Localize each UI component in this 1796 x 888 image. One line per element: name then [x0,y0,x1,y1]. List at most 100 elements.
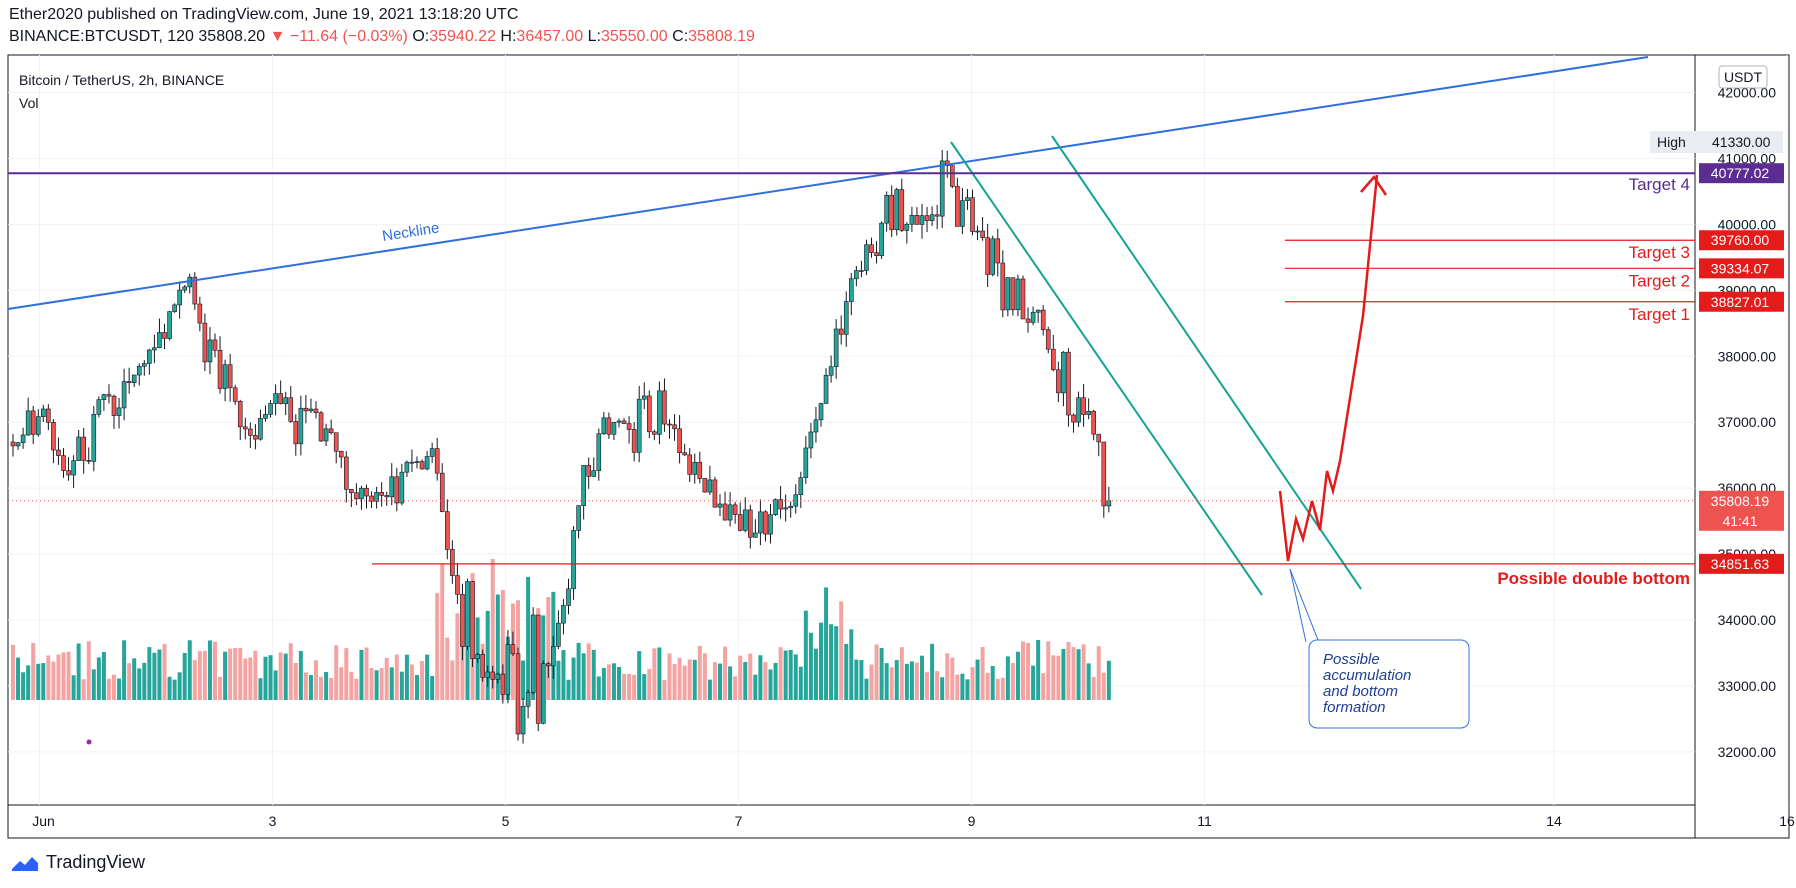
candle-body [162,332,167,339]
current-price-text: 35808.19 [1711,493,1770,509]
callout-box[interactable] [1308,639,1470,729]
volume-bar [213,641,217,700]
volume-bar [611,663,616,700]
candle-body [424,456,430,470]
volume-bar [773,662,778,700]
volume-bar [11,644,15,700]
volume-bar [354,678,359,700]
candles[interactable] [10,149,1112,744]
candle-body [248,428,253,436]
currency-box[interactable] [1718,65,1768,89]
volume-bar [101,651,106,700]
target4-price-text: 40777.02 [1711,165,1770,181]
volume-bar [945,653,950,700]
volume-bar [288,643,293,700]
volume-bar [132,658,137,700]
neckline-line[interactable] [7,56,1649,310]
candle-body [91,414,97,462]
volume-bar [1106,660,1111,700]
volume-bar [263,656,268,700]
projection-path[interactable] [1278,174,1379,562]
candle-body [243,426,248,430]
price-tick-label: 40000.00 [1718,216,1777,232]
volume-bar [16,657,21,700]
volume-bar [844,643,849,700]
volume-bar [91,669,96,700]
volume-bar [657,647,662,700]
volume-bar [1101,672,1106,700]
volume-bar [172,679,177,700]
channel-lower-line[interactable] [950,141,1263,596]
volume-bar [253,650,258,700]
volume-bar [319,676,324,700]
candle-body [429,448,435,457]
candle-body [40,408,46,417]
candle-body [338,450,344,458]
candle-body [268,403,273,415]
volume-bar [849,629,854,700]
volume-bar [647,668,652,700]
candle-body [813,419,819,433]
target4-price-label [1699,163,1784,184]
volume-bar [404,654,409,700]
candle-body [263,414,268,419]
volume-bar [1061,648,1066,700]
candle-body [71,460,76,476]
candle-body [76,436,81,461]
volume-bar [500,589,505,700]
candle-body [399,471,405,504]
volume-bar [490,559,495,700]
candle-body [318,412,324,442]
volume-bar [889,667,894,700]
volume-bar [298,650,303,700]
candle-body [601,417,607,435]
candle-body [879,222,884,256]
volume-bar [61,652,66,700]
volume-bar [935,671,940,700]
candle-body [434,448,440,474]
volume-bar [753,674,758,700]
candle-body [798,477,804,496]
candle-body [56,449,61,456]
candle-body [621,420,627,424]
drawings[interactable]: Neckline Target 4 Target 3 Target 2 Targ… [7,56,1695,729]
volume-bar [920,655,924,700]
time-axis[interactable]: Jun357911141618212325 [32,813,1796,829]
candle-body [985,237,990,275]
volume-bar [1041,673,1046,700]
candle-body [571,530,576,590]
candle-body [298,407,304,445]
volume-bar [692,659,697,700]
volume-bar [21,672,26,700]
price-axis[interactable]: 42000.0041000.0040000.0039000.0038000.00… [1718,85,1777,760]
candle-body [1025,318,1031,323]
volume-bar [970,667,975,700]
double-bottom-price-text: 34851.63 [1711,556,1770,572]
volume-bar [228,648,233,700]
volume-bar [202,650,207,700]
volume-bar [233,648,238,700]
volume-bar [430,676,435,700]
volume-bar [561,650,566,700]
candle-body [965,197,970,201]
candle-body [616,420,622,423]
candle-body [990,238,996,275]
volume-bar [793,654,798,700]
candle-body [293,421,299,445]
volume-bar [1091,676,1096,700]
volume-bar [718,663,722,700]
time-tick-label: 3 [269,813,277,829]
volume-bar [601,667,606,700]
tradingview-logo[interactable]: TradingView [10,852,145,873]
volume-bar [1046,641,1051,700]
target2-price-text: 39334.07 [1711,260,1770,276]
target3-text: Target 3 [1629,243,1690,262]
volume-bar [1051,655,1056,700]
candle-body [975,230,980,233]
candle-body [732,504,738,515]
candle-body [409,461,415,464]
open-value: 35940.22 [429,28,496,45]
volume-bar [642,674,647,700]
channel-upper-line[interactable] [1051,135,1362,590]
